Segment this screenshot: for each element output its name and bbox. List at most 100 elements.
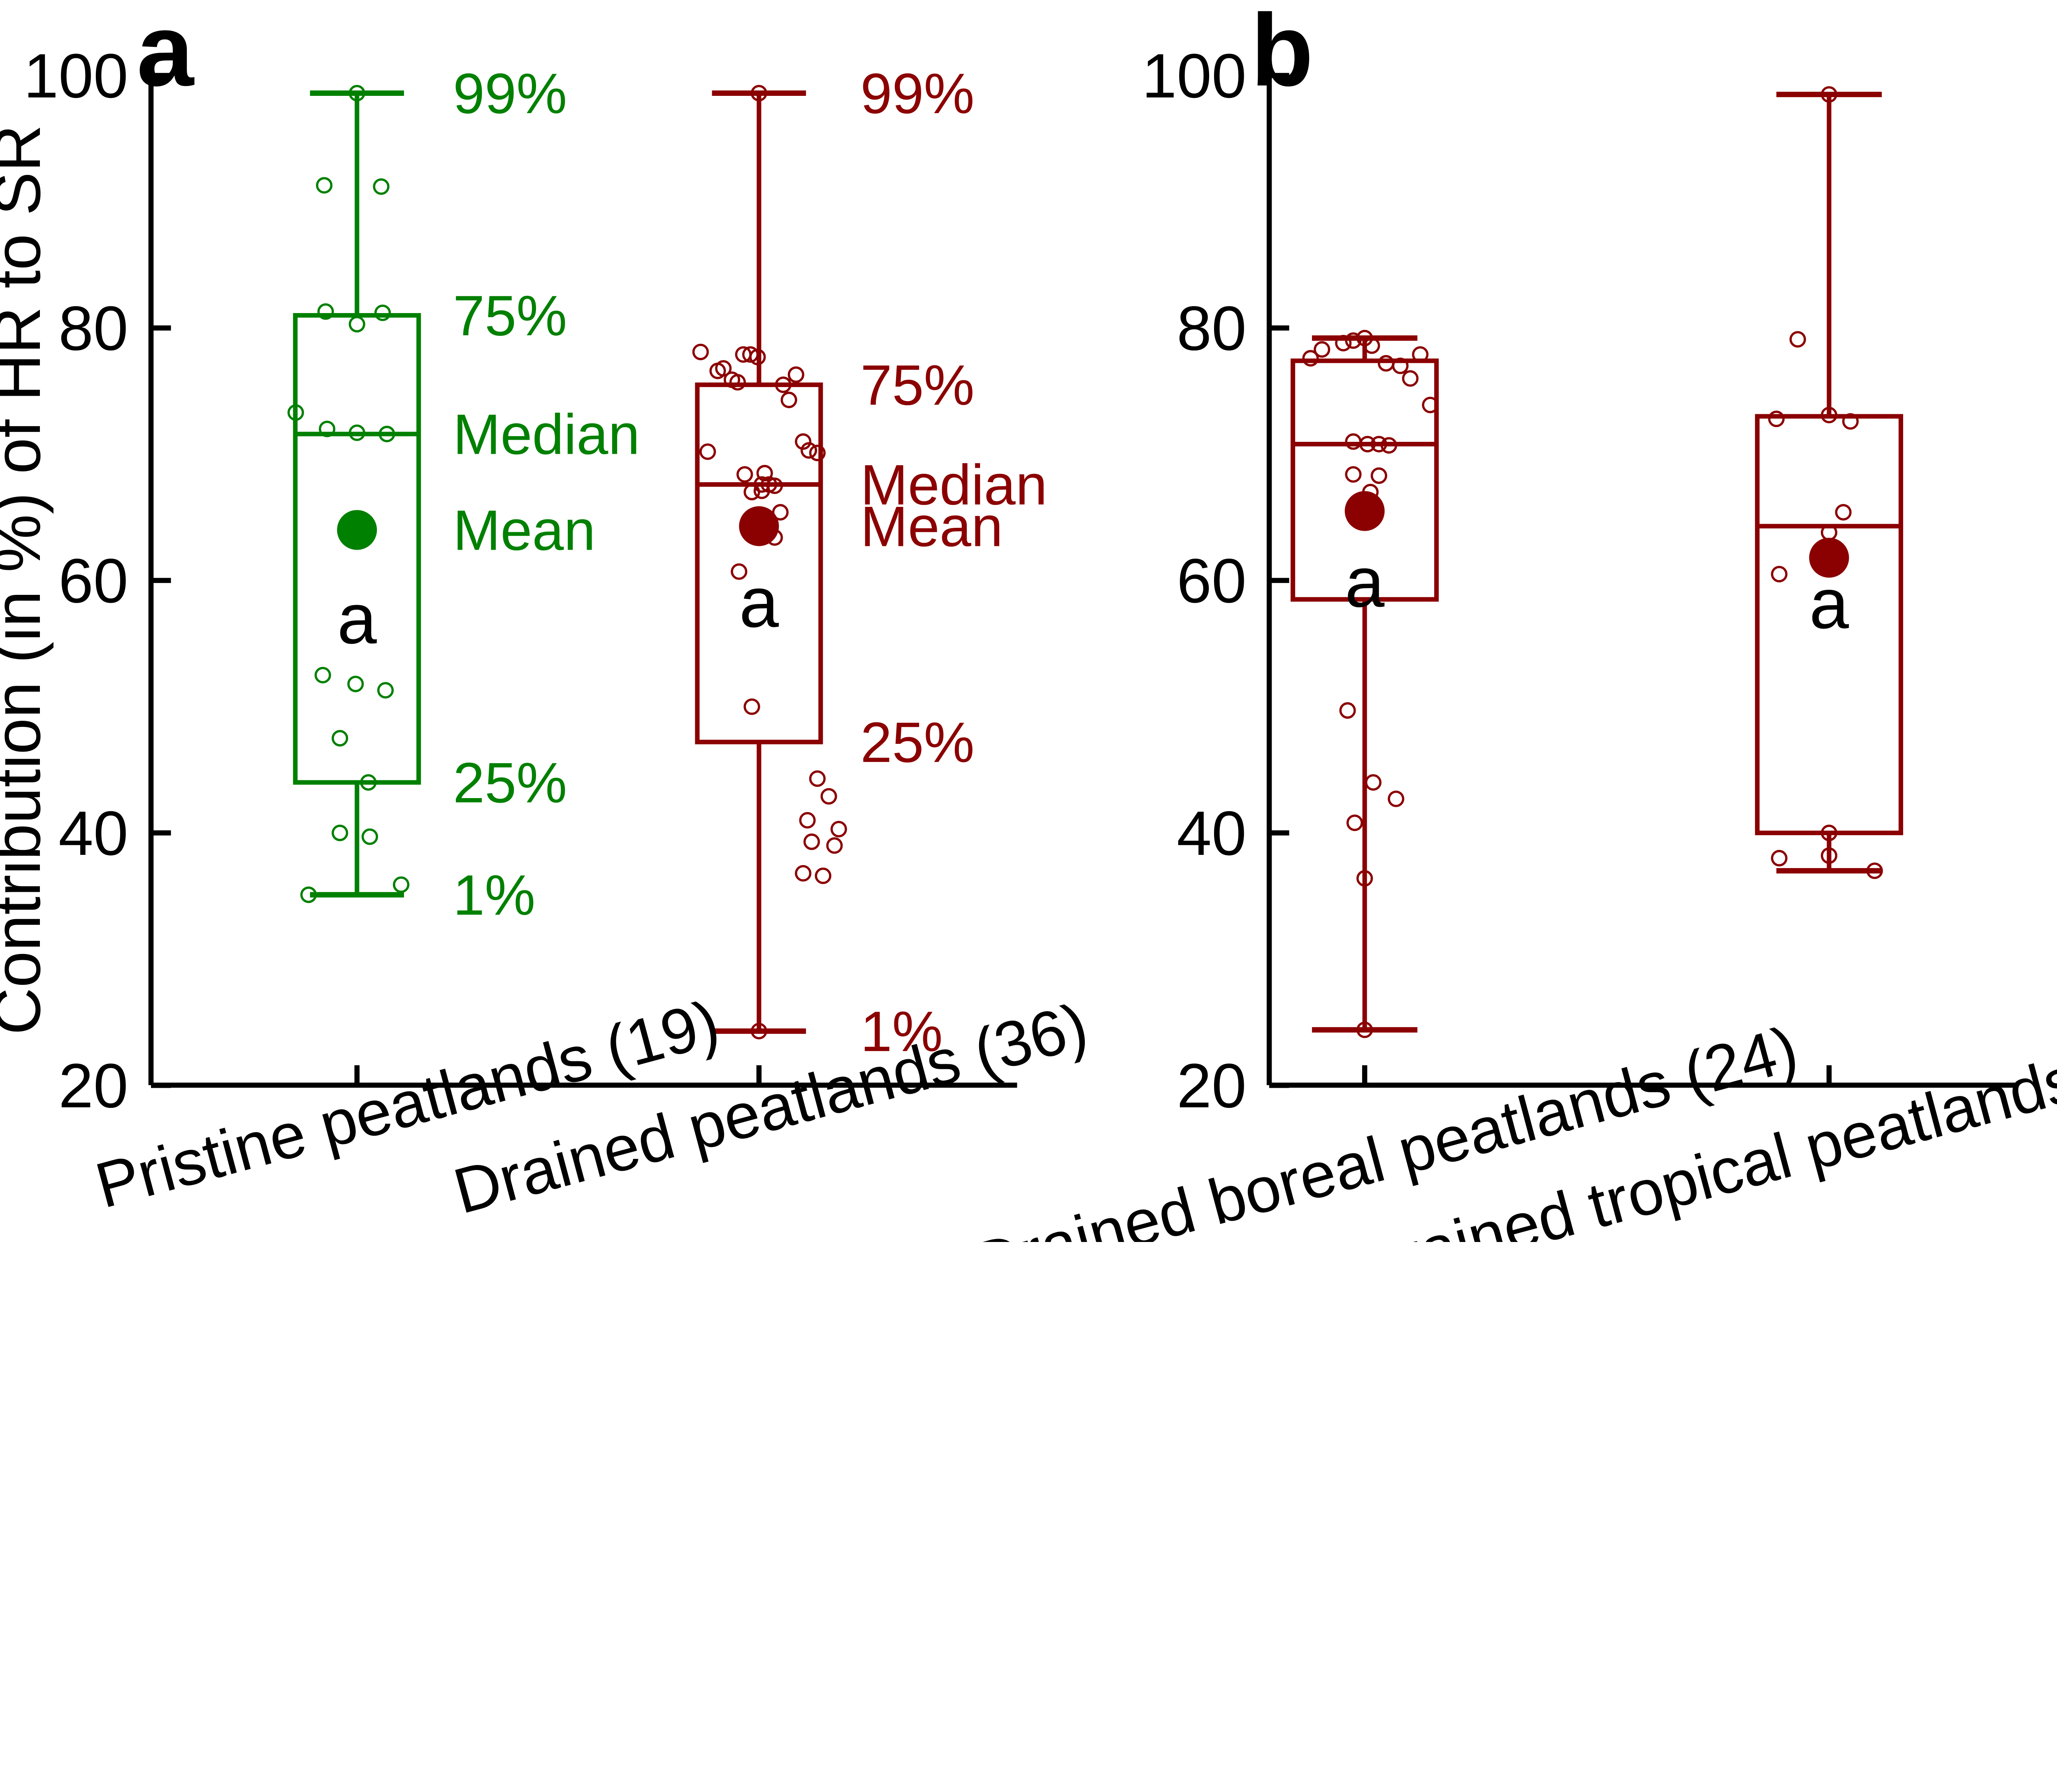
- data-point: [1820, 86, 1838, 103]
- data-point: [1356, 870, 1373, 887]
- data-point: [1771, 566, 1788, 583]
- data-point: [750, 1023, 767, 1040]
- y-tick-label: 40: [58, 799, 128, 868]
- data-point: [348, 85, 365, 102]
- y-tick-label: 80: [58, 294, 128, 364]
- data-point: [1314, 341, 1330, 358]
- stat-annotation: 25%: [860, 711, 974, 774]
- iqr-box: [1291, 358, 1439, 602]
- data-point: [374, 304, 391, 321]
- data-point: [1345, 433, 1362, 450]
- panel-b: [1266, 73, 2016, 1088]
- data-point: [1422, 397, 1439, 413]
- data-point: [1820, 847, 1838, 864]
- data-point: [378, 425, 395, 443]
- data-point: [729, 374, 746, 391]
- data-point: [1378, 355, 1395, 372]
- data-point: [332, 730, 348, 747]
- data-point: [1346, 815, 1363, 831]
- panel-label: a: [137, 0, 195, 107]
- stat-annotation: 1%: [860, 1000, 943, 1063]
- data-point: [775, 376, 792, 393]
- data-point: [1345, 332, 1362, 349]
- panel-a: [148, 73, 1017, 1088]
- data-point: [316, 177, 333, 194]
- y-tick-label: 20: [58, 1051, 128, 1121]
- significance-letter: a: [337, 579, 377, 659]
- data-point: [815, 867, 831, 884]
- data-point: [1339, 702, 1356, 719]
- y-tick-label: 60: [1177, 546, 1246, 616]
- data-point: [742, 346, 759, 363]
- data-point: [799, 812, 816, 829]
- data-point: [749, 348, 766, 365]
- data-point: [750, 85, 767, 102]
- data-point: [795, 433, 812, 450]
- stat-annotation: 99%: [453, 62, 567, 125]
- mean-dot: [739, 506, 779, 546]
- stat-annotation: 25%: [453, 751, 567, 815]
- data-point: [1771, 850, 1788, 867]
- box-group: [1291, 330, 1439, 1085]
- data-point: [1388, 790, 1405, 807]
- data-point: [1866, 862, 1883, 879]
- data-point: [361, 828, 378, 845]
- stat-annotation: Mean: [860, 495, 1003, 558]
- box-group: [692, 85, 847, 1085]
- box-group: [1755, 86, 1904, 1085]
- data-point: [830, 821, 847, 838]
- stat-annotation: Median: [860, 453, 1047, 517]
- y-tick-label: 80: [1177, 294, 1246, 364]
- y-tick-label: 20: [1177, 1051, 1246, 1121]
- data-point: [1412, 346, 1429, 363]
- significance-letter: a: [1345, 542, 1385, 622]
- data-point: [692, 344, 709, 360]
- mean-dot: [1344, 491, 1385, 531]
- y-tick-label: 100: [23, 41, 128, 111]
- data-point: [300, 886, 317, 903]
- data-point: [743, 698, 760, 715]
- y-tick-label: 60: [58, 546, 128, 616]
- data-point: [377, 682, 394, 699]
- panel-label: b: [1251, 0, 1313, 107]
- data-point: [318, 420, 336, 437]
- data-point: [787, 366, 804, 383]
- stat-annotation: 75%: [453, 284, 567, 348]
- stat-annotation: Median: [453, 403, 640, 466]
- iqr-box: [1755, 414, 1904, 836]
- box-group: [287, 85, 421, 1085]
- stat-annotation: 99%: [860, 62, 974, 125]
- mean-dot: [1809, 538, 1849, 578]
- data-point: [373, 178, 390, 195]
- iqr-box: [695, 382, 823, 745]
- significance-letter: a: [739, 562, 779, 642]
- data-point: [800, 442, 817, 459]
- data-point: [820, 788, 837, 805]
- data-point: [360, 774, 377, 791]
- data-point: [1359, 436, 1376, 453]
- data-point: [826, 837, 843, 854]
- data-point: [1789, 331, 1806, 348]
- data-point: [1370, 467, 1387, 484]
- data-point: [803, 833, 820, 850]
- data-point: [1835, 504, 1852, 521]
- data-point: [348, 316, 365, 333]
- data-point: [1370, 436, 1387, 453]
- data-point: [348, 424, 365, 441]
- data-point: [1392, 357, 1409, 374]
- data-point: [699, 443, 716, 460]
- mean-dot: [337, 510, 377, 550]
- data-point: [317, 303, 334, 320]
- data-point: [1365, 774, 1382, 791]
- stat-annotation: Mean: [453, 499, 595, 562]
- y-axis-title: Contribution (in %) of HR to SR: [0, 125, 54, 1035]
- data-point: [809, 444, 826, 462]
- y-tick-label: 40: [1177, 799, 1246, 868]
- data-point: [332, 824, 348, 841]
- data-point: [314, 666, 331, 684]
- significance-letter: a: [1809, 564, 1849, 643]
- data-point: [743, 484, 760, 501]
- category-label: Pristine peatlands (19): [88, 987, 727, 1222]
- category-label: Drained peatlands (36): [446, 989, 1095, 1227]
